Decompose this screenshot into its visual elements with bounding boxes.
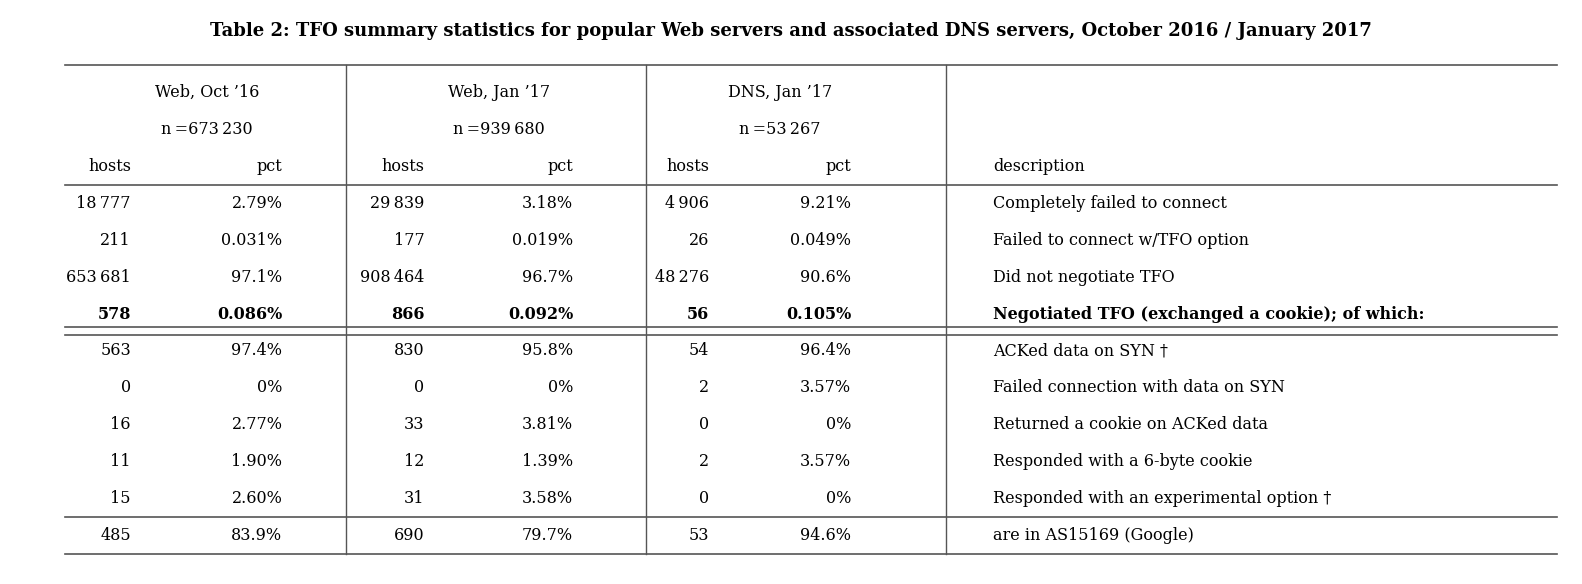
Text: 31: 31 xyxy=(403,490,424,507)
Text: 563: 563 xyxy=(100,342,131,360)
Text: 3.18%: 3.18% xyxy=(522,195,573,212)
Text: 578: 578 xyxy=(98,305,131,322)
Text: 4 906: 4 906 xyxy=(664,195,709,212)
Text: 0: 0 xyxy=(120,380,131,397)
Text: 908 464: 908 464 xyxy=(361,269,424,286)
Text: 0: 0 xyxy=(699,490,709,507)
Text: Failed connection with data on SYN: Failed connection with data on SYN xyxy=(993,380,1285,397)
Text: 690: 690 xyxy=(394,527,424,544)
Text: 830: 830 xyxy=(394,342,424,360)
Text: 211: 211 xyxy=(100,232,131,249)
Text: hosts: hosts xyxy=(381,158,424,175)
Text: 97.1%: 97.1% xyxy=(231,269,283,286)
Text: 1.90%: 1.90% xyxy=(231,453,283,470)
Text: 0%: 0% xyxy=(826,416,851,433)
Text: 1.39%: 1.39% xyxy=(522,453,573,470)
Text: 97.4%: 97.4% xyxy=(231,342,283,360)
Text: n =939 680: n =939 680 xyxy=(452,121,544,138)
Text: 54: 54 xyxy=(688,342,709,360)
Text: Table 2: TFO summary statistics for popular Web servers and associated DNS serve: Table 2: TFO summary statistics for popu… xyxy=(210,22,1372,40)
Text: Failed to connect w/TFO option: Failed to connect w/TFO option xyxy=(993,232,1250,249)
Text: 177: 177 xyxy=(394,232,424,249)
Text: 866: 866 xyxy=(391,305,424,322)
Text: Web, Jan ’17: Web, Jan ’17 xyxy=(448,84,551,101)
Text: 48 276: 48 276 xyxy=(655,269,709,286)
Text: 0%: 0% xyxy=(258,380,283,397)
Text: 33: 33 xyxy=(403,416,424,433)
Text: 11: 11 xyxy=(111,453,131,470)
Text: 95.8%: 95.8% xyxy=(522,342,573,360)
Text: 3.57%: 3.57% xyxy=(800,380,851,397)
Text: 0%: 0% xyxy=(826,490,851,507)
Text: 3.81%: 3.81% xyxy=(522,416,573,433)
Text: 2: 2 xyxy=(699,453,709,470)
Text: 83.9%: 83.9% xyxy=(231,527,283,544)
Text: pct: pct xyxy=(256,158,283,175)
Text: are in AS15169 (Google): are in AS15169 (Google) xyxy=(993,527,1194,544)
Text: Responded with a 6-byte cookie: Responded with a 6-byte cookie xyxy=(993,453,1253,470)
Text: 96.7%: 96.7% xyxy=(522,269,573,286)
Text: 94.6%: 94.6% xyxy=(800,527,851,544)
Text: 18 777: 18 777 xyxy=(76,195,131,212)
Text: 53: 53 xyxy=(688,527,709,544)
Text: 3.57%: 3.57% xyxy=(800,453,851,470)
Text: Did not negotiate TFO: Did not negotiate TFO xyxy=(993,269,1175,286)
Text: Web, Oct ’16: Web, Oct ’16 xyxy=(155,84,259,101)
Text: 0%: 0% xyxy=(547,380,573,397)
Text: 2.79%: 2.79% xyxy=(231,195,283,212)
Text: ACKed data on SYN †: ACKed data on SYN † xyxy=(993,342,1168,360)
Text: 0.092%: 0.092% xyxy=(508,305,573,322)
Text: 0.019%: 0.019% xyxy=(513,232,573,249)
Text: Returned a cookie on ACKed data: Returned a cookie on ACKed data xyxy=(993,416,1269,433)
Text: 26: 26 xyxy=(688,232,709,249)
Text: n =53 267: n =53 267 xyxy=(739,121,821,138)
Text: Negotiated TFO (exchanged a cookie); of which:: Negotiated TFO (exchanged a cookie); of … xyxy=(993,305,1425,322)
Text: 79.7%: 79.7% xyxy=(522,527,573,544)
Text: 3.58%: 3.58% xyxy=(522,490,573,507)
Text: 0: 0 xyxy=(414,380,424,397)
Text: hosts: hosts xyxy=(666,158,709,175)
Text: 2.60%: 2.60% xyxy=(231,490,283,507)
Text: Responded with an experimental option †: Responded with an experimental option † xyxy=(993,490,1332,507)
Text: 2.77%: 2.77% xyxy=(231,416,283,433)
Text: Completely failed to connect: Completely failed to connect xyxy=(993,195,1228,212)
Text: 0.031%: 0.031% xyxy=(221,232,283,249)
Text: n =673 230: n =673 230 xyxy=(161,121,253,138)
Text: 16: 16 xyxy=(111,416,131,433)
Text: 15: 15 xyxy=(111,490,131,507)
Text: 96.4%: 96.4% xyxy=(800,342,851,360)
Text: pct: pct xyxy=(547,158,573,175)
Text: 0: 0 xyxy=(699,416,709,433)
Text: 2: 2 xyxy=(699,380,709,397)
Text: 0.086%: 0.086% xyxy=(217,305,283,322)
Text: 0.105%: 0.105% xyxy=(786,305,851,322)
Text: 653 681: 653 681 xyxy=(66,269,131,286)
Text: 12: 12 xyxy=(405,453,424,470)
Text: 56: 56 xyxy=(687,305,709,322)
Text: 9.21%: 9.21% xyxy=(800,195,851,212)
Text: 485: 485 xyxy=(100,527,131,544)
Text: hosts: hosts xyxy=(89,158,131,175)
Text: pct: pct xyxy=(826,158,851,175)
Text: 90.6%: 90.6% xyxy=(800,269,851,286)
Text: DNS, Jan ’17: DNS, Jan ’17 xyxy=(728,84,832,101)
Text: 29 839: 29 839 xyxy=(370,195,424,212)
Text: 0.049%: 0.049% xyxy=(789,232,851,249)
Text: description: description xyxy=(993,158,1085,175)
